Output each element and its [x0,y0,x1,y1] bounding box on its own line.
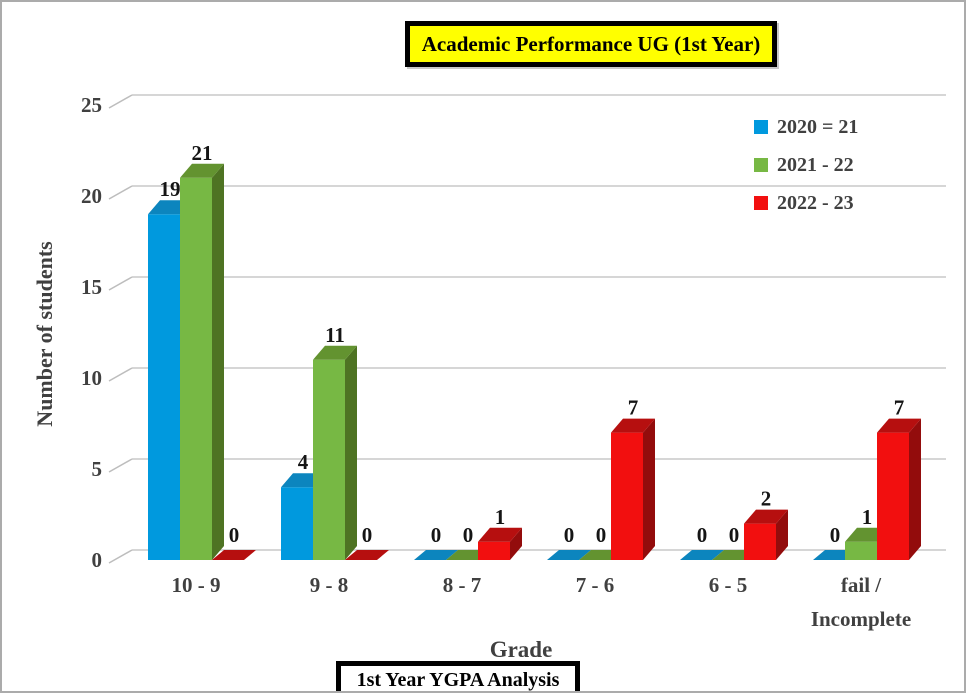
legend-swatch-icon [754,196,768,210]
bar-zero-s0-c2 [414,550,458,560]
x-category-label: 8 - 7 [443,573,482,597]
bar-front-s2-c5 [877,432,909,560]
bar-top-s2-c4 [744,509,788,524]
bar-value-label: 11 [325,323,345,347]
y-axis-title: Number of students [32,241,57,427]
bar-value-label: 0 [729,523,740,547]
y-tick-label: 15 [81,275,102,299]
bar-value-label: 0 [596,523,607,547]
bar-front-s1-c5 [845,541,877,560]
x-category-label: 6 - 5 [709,573,748,597]
bar-value-label: 7 [628,396,639,420]
bar-front-s1-c1 [313,359,345,560]
bar-value-label: 0 [431,523,442,547]
bar-front-s2-c2 [478,541,510,560]
y-tick-label: 25 [81,93,102,117]
bar-value-label: 0 [229,523,240,547]
bar-value-label: 21 [192,141,213,165]
y-tick-label: 10 [81,366,102,390]
bar-zero-s0-c3 [547,550,591,560]
bar-value-label: 0 [564,523,575,547]
x-category-label: fail / [841,573,882,597]
bar-value-label: 0 [830,523,841,547]
y-tick-label: 20 [81,184,102,208]
bar-value-label: 1 [495,505,506,529]
bar-value-label: 2 [761,487,772,511]
axis-depth-tick [108,94,133,109]
bar-side-s2-c3 [643,418,655,560]
x-axis-title: Grade [490,637,553,662]
bar-value-label: 7 [894,396,905,420]
legend-label: 2021 - 22 [777,153,854,176]
x-category-label: 10 - 9 [172,573,221,597]
bar-front-s0-c1 [281,487,313,560]
legend-label: 2022 - 23 [777,191,854,214]
x-category-label: Incomplete [811,607,911,631]
legend-swatch-icon [754,120,768,134]
axis-depth-tick [108,458,133,473]
bar-side-s1-c1 [345,345,357,560]
x-category-label: 9 - 8 [310,573,349,597]
legend-item-1: 2021 - 22 [754,146,944,184]
axis-depth-tick [108,185,133,200]
bar-side-s2-c4 [776,509,788,560]
chart-title: Academic Performance UG (1st Year) [421,31,761,56]
bar-value-label: 19 [160,177,181,201]
bar-front-s2-c4 [744,523,776,560]
bar-value-label: 1 [862,505,873,529]
bar-top-s2-c5 [877,418,921,433]
legend-swatch-icon [754,158,768,172]
bar-front-s2-c3 [611,432,643,560]
bar-side-s2-c2 [510,527,522,560]
bar-value-label: 0 [463,523,474,547]
bar-front-s0-c0 [148,214,180,560]
legend-label: 2020 = 21 [777,115,859,138]
axis-depth-tick [108,276,133,291]
bar-front-s1-c0 [180,177,212,561]
axis-depth-tick [108,549,133,564]
axis-depth-tick [108,367,133,382]
bar-side-s1-c0 [212,163,224,561]
chart-legend: 2020 = 21 2021 - 22 2022 - 23 [754,108,944,222]
y-tick-label: 0 [92,548,103,572]
bar-value-label: 0 [362,523,373,547]
chart-title-banner: Academic Performance UG (1st Year) [405,21,777,67]
bar-zero-s2-c1 [345,550,389,560]
bar-top-s1-c0 [180,163,224,178]
y-tick-label: 5 [92,457,103,481]
bar-side-s2-c5 [909,418,921,560]
bar-zero-s0-c4 [680,550,724,560]
x-category-label: 7 - 6 [576,573,615,597]
bar-top-s2-c2 [478,527,522,542]
legend-item-2: 2022 - 23 [754,184,944,222]
footer-banner: 1st Year YGPA Analysis [336,661,580,691]
bar-value-label: 4 [298,450,309,474]
bar-top-s2-c3 [611,418,655,433]
bar-top-s1-c1 [313,345,357,360]
footer-label: 1st Year YGPA Analysis [356,669,560,691]
bar-value-label: 0 [697,523,708,547]
bar-zero-s2-c0 [212,550,256,560]
legend-item-0: 2020 = 21 [754,108,944,146]
